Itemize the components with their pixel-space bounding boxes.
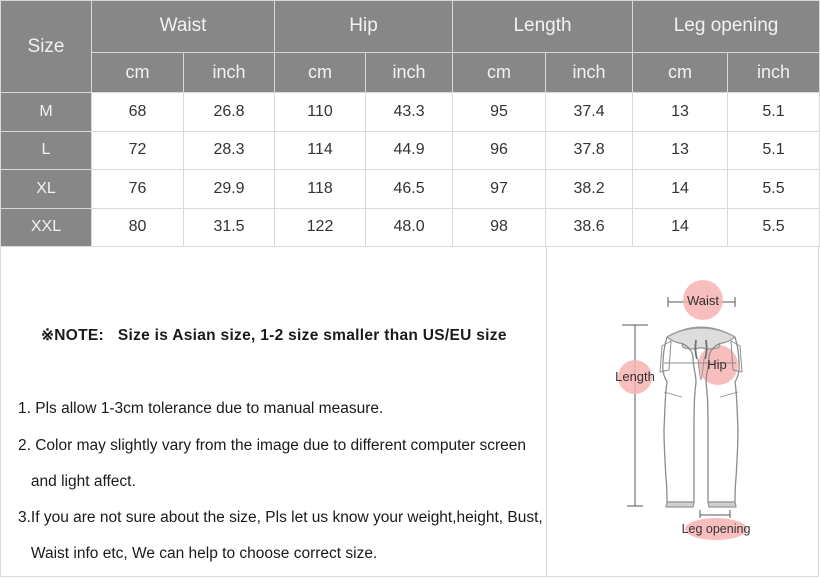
svg-text:Hip: Hip: [707, 357, 727, 372]
svg-text:Length: Length: [615, 369, 655, 384]
svg-text:Leg opening: Leg opening: [682, 522, 751, 536]
svg-text:Waist: Waist: [687, 293, 719, 308]
